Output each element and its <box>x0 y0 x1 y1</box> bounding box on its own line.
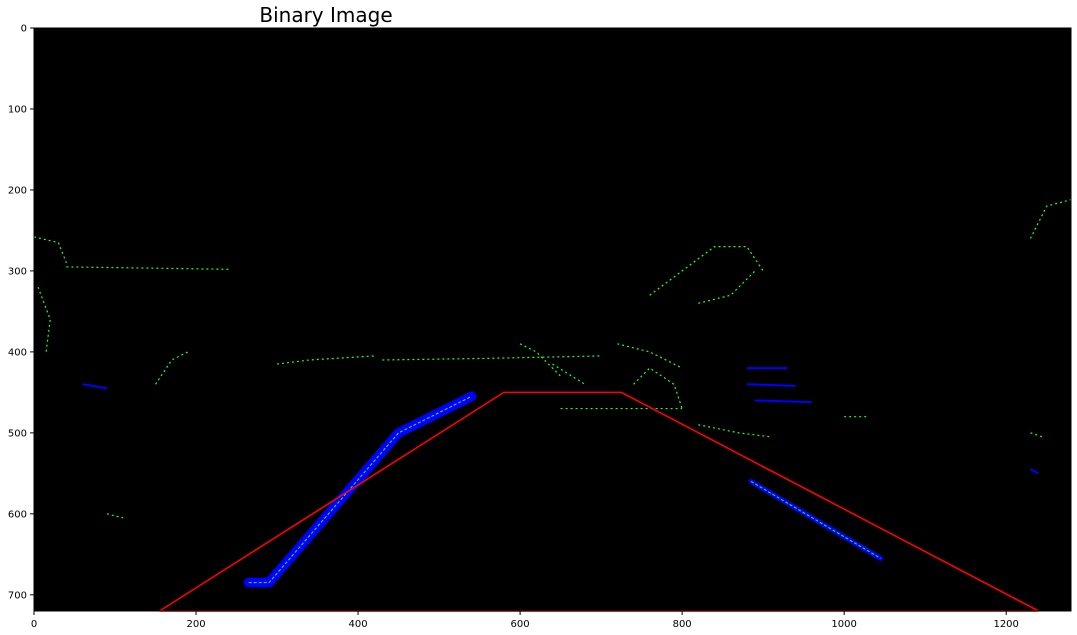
lane-edge-1 <box>750 481 881 559</box>
edge-stroke-green-17 <box>519 343 562 377</box>
edge-stroke-green-12 <box>698 424 772 438</box>
x-axis-ticks: 0 200 400 600 800 1000 1200 <box>31 611 1019 630</box>
edge-stroke-green-4 <box>276 355 375 365</box>
image-area <box>34 28 1071 611</box>
y-tick-label: 300 <box>8 266 27 277</box>
y-tick-label: 600 <box>8 509 27 520</box>
axes-frame <box>33 27 1072 612</box>
edge-stroke-green-14 <box>1030 432 1043 438</box>
edge-stroke-blue-4 <box>1030 468 1040 475</box>
x-tick-label: 600 <box>511 619 530 630</box>
x-tick-label: 800 <box>673 619 692 630</box>
y-tick-label: 400 <box>8 347 27 358</box>
edge-stroke-blue-1 <box>746 383 796 387</box>
edge-stroke-green-8 <box>649 246 764 296</box>
edge-stroke-green-2 <box>37 286 51 352</box>
edge-stroke-green-7 <box>633 367 683 409</box>
edge-stroke-green-6 <box>617 343 683 369</box>
edge-stroke-green-1 <box>66 266 229 270</box>
chart-title: Binary Image <box>259 3 392 27</box>
edge-stroke-green-9 <box>698 270 756 304</box>
x-tick-label: 200 <box>186 619 205 630</box>
edge-stroke-green-10 <box>552 363 586 385</box>
edge-stroke-green-3 <box>155 351 189 385</box>
edge-stroke-blue-3 <box>82 383 108 390</box>
y-tick-label: 500 <box>8 428 27 439</box>
y-tick-label: 100 <box>8 104 27 115</box>
lane-markings <box>243 391 884 588</box>
lane-edge-0 <box>248 395 472 584</box>
edge-stroke-blue-2 <box>755 399 812 404</box>
y-tick-label: 200 <box>8 185 27 196</box>
x-tick-label: 1000 <box>831 619 856 630</box>
x-tick-label: 400 <box>349 619 368 630</box>
y-tick-label: 700 <box>8 590 27 601</box>
edge-pixels <box>33 199 1072 519</box>
y-tick-label: 0 <box>21 24 27 35</box>
x-tick-label: 0 <box>31 619 37 630</box>
x-tick-label: 1200 <box>993 619 1018 630</box>
edge-stroke-green-15 <box>1029 199 1072 239</box>
y-axis-ticks: 0 100 200 300 400 500 600 700 <box>8 24 34 601</box>
edge-stroke-green-5 <box>382 355 602 361</box>
